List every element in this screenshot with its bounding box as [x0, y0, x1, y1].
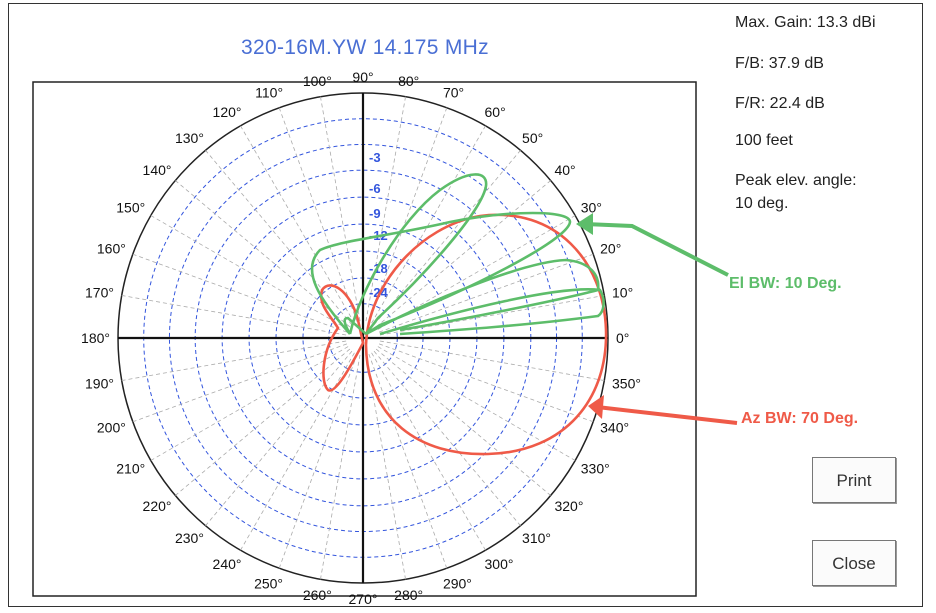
- ring-label: -9: [369, 206, 381, 221]
- grid-spoke: [278, 107, 358, 323]
- front-back-readout: F/B: 37.9 dB: [735, 55, 824, 72]
- ring-label: -3: [369, 150, 381, 165]
- angle-label: 50°: [522, 130, 543, 146]
- app-window: [8, 3, 923, 607]
- angle-label: 220°: [143, 498, 172, 514]
- angle-label: 340°: [600, 419, 629, 435]
- angle-label: 240°: [213, 556, 242, 572]
- grid-spoke: [132, 343, 348, 423]
- el-bw-label: El BW: 10 Deg.: [729, 275, 842, 292]
- angle-label: 210°: [116, 461, 145, 477]
- angle-label: 130°: [175, 130, 204, 146]
- plot-border: [32, 81, 697, 597]
- angle-label: 20°: [600, 241, 621, 257]
- close-button[interactable]: Close: [812, 540, 896, 586]
- peak-elevation-label: Peak elev. angle:: [735, 172, 857, 189]
- angle-label: 110°: [255, 85, 283, 101]
- grid-spoke: [121, 295, 347, 336]
- grid-spoke: [240, 352, 355, 551]
- grid-spoke: [205, 150, 353, 326]
- grid-spoke: [365, 354, 406, 580]
- elevation-pattern: [310, 173, 605, 336]
- angle-label: 350°: [612, 375, 641, 391]
- angle-label: 190°: [85, 375, 114, 391]
- grid-spoke: [373, 150, 521, 326]
- grid-spoke: [375, 180, 551, 328]
- plot-title: 320-16M.YW 14.175 MHz: [241, 36, 489, 59]
- angle-label: 180°: [81, 330, 110, 346]
- grid-spoke: [150, 215, 349, 330]
- angle-label: 170°: [85, 285, 114, 301]
- grid-spoke: [205, 350, 353, 526]
- angle-label: 320°: [554, 498, 583, 514]
- polar-grid: [117, 92, 609, 584]
- az-bw-label: Az BW: 70 Deg.: [741, 410, 859, 427]
- max-gain-readout: Max. Gain: 13.3 dBi: [735, 14, 876, 31]
- grid-spoke: [240, 125, 355, 324]
- angle-label: 330°: [581, 461, 610, 477]
- angle-label: 60°: [485, 104, 506, 120]
- grid-spoke: [320, 96, 361, 322]
- angle-label: 250°: [254, 575, 283, 591]
- grid-spoke: [378, 343, 594, 423]
- angle-label: 10°: [612, 285, 633, 301]
- ring-label: -6: [369, 181, 381, 196]
- grid-spoke: [378, 253, 594, 333]
- grid-spoke: [132, 253, 348, 333]
- angle-label: 160°: [97, 241, 126, 257]
- angle-label: 70°: [443, 85, 464, 101]
- angle-label: 230°: [175, 530, 204, 546]
- grid-spoke: [373, 350, 521, 526]
- angle-label: 120°: [213, 104, 242, 120]
- angle-label: 100°: [303, 73, 332, 89]
- antenna-height-readout: 100 feet: [735, 132, 793, 149]
- ring-labels: -3-6-9-12-18-24: [369, 150, 389, 300]
- az-bw-arrow: [588, 395, 738, 425]
- el-bw-arrow: [576, 213, 729, 277]
- grid-spoke: [175, 180, 351, 328]
- angle-label: 40°: [554, 162, 575, 178]
- angle-label: 200°: [97, 419, 126, 435]
- angle-label: 90°: [352, 69, 373, 85]
- grid-spoke: [368, 107, 448, 323]
- grid-spoke: [175, 348, 351, 496]
- angle-label: 310°: [522, 530, 551, 546]
- azimuth-pattern: [319, 213, 608, 456]
- front-rear-readout: F/R: 22.4 dB: [735, 95, 825, 112]
- grid-spoke: [375, 348, 551, 496]
- angle-label: 280°: [394, 587, 423, 603]
- angle-label: 30°: [581, 200, 602, 216]
- grid-spoke: [379, 295, 605, 336]
- grid-spoke: [150, 346, 349, 461]
- grid-spoke: [121, 340, 347, 381]
- print-button[interactable]: Print: [812, 457, 896, 503]
- grid-spoke: [320, 354, 361, 580]
- grid-spoke: [365, 96, 406, 322]
- grid-spoke: [368, 353, 448, 569]
- angle-label: 140°: [143, 162, 172, 178]
- grid-spoke: [371, 125, 486, 324]
- angle-label: 260°: [303, 587, 332, 603]
- grid-spoke: [379, 340, 605, 381]
- angle-label: 80°: [398, 73, 419, 89]
- angle-label: 270°: [349, 591, 378, 607]
- angle-label: 290°: [443, 575, 472, 591]
- grid-spoke: [371, 352, 486, 551]
- grid-spoke: [278, 353, 358, 569]
- angle-label: 300°: [485, 556, 514, 572]
- angle-label: 150°: [116, 200, 145, 216]
- angle-labels: 0° 10° 20° 30° 40° 50° 60° 70° 80° 90° 100° 110° 120…: [81, 69, 641, 607]
- peak-elevation-value: 10 deg.: [735, 195, 789, 212]
- angle-label: 0°: [616, 330, 629, 346]
